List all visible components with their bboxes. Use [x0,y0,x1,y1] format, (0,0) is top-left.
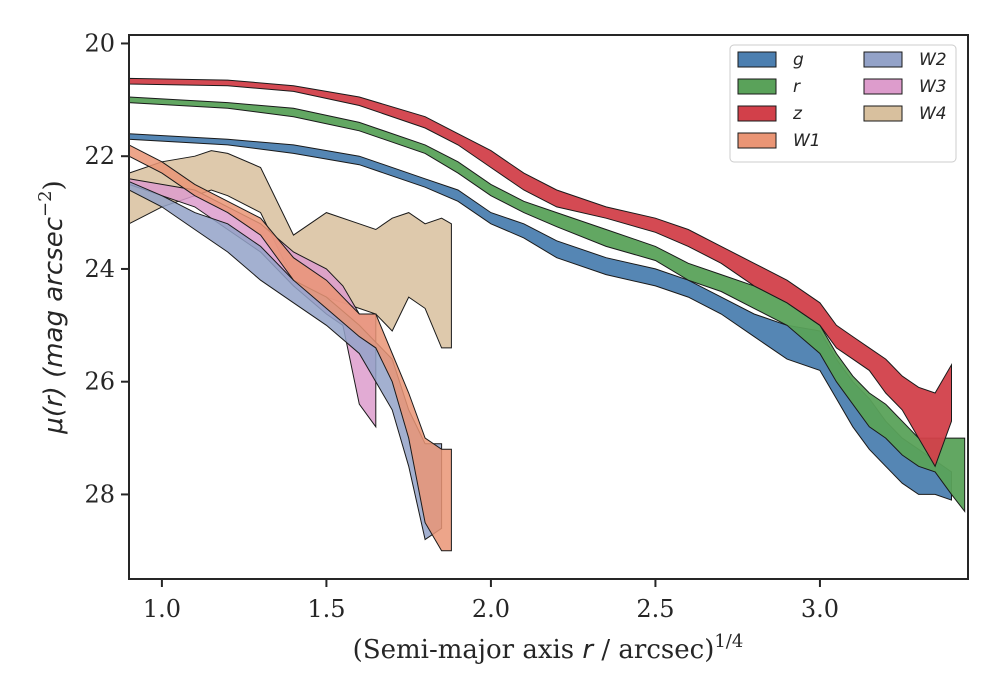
y-tick-label: 28 [84,480,115,508]
legend-swatch-z [737,105,777,122]
legend-swatch-w3 [863,78,903,95]
x-tick-label: 2.5 [636,595,674,623]
legend-label-r: r [793,77,801,97]
legend: grz W1 W2 W3 W4 [729,44,957,163]
y-axis-label: μ(r) (mag arcsec−2) [35,180,69,434]
plot-frame [128,34,969,580]
x-tick-label: 2.0 [472,595,510,623]
y-tick-label: 24 [84,255,115,283]
legend-label-g: g [793,50,804,70]
y-tick-label: 26 [84,368,115,396]
y-tick-label: 20 [84,29,115,57]
legend-label-z: z [792,104,803,124]
legend-swatch-r [737,78,777,95]
area-w1 [128,144,452,552]
x-tick-label: 1.5 [307,595,345,623]
plot-areas [128,77,966,552]
legend-swatch-w4 [863,105,903,122]
x-tick-label: 1.0 [143,595,181,623]
legend-label-w1: W1 [793,131,821,151]
x-axis-ticks: 1.0 1.5 2.0 2.5 3.0 [143,579,839,623]
legend-swatch-w2 [863,51,903,68]
legend-label-w4: W4 [919,104,947,124]
y-axis-ticks: 20 22 24 26 28 [84,29,129,508]
x-axis-label: (Semi-major axis r / arcsec)1/4 [353,631,744,665]
legend-label-w3: W3 [919,77,947,97]
area-r [128,96,966,513]
legend-label-w2: W2 [919,50,947,70]
area-z [128,77,952,468]
legend-swatch-g [737,51,777,68]
legend-swatch-w1 [737,132,777,149]
x-tick-label: 3.0 [801,595,839,623]
area-g [128,133,952,501]
y-tick-label: 22 [84,142,115,170]
legend-frame [729,44,957,163]
